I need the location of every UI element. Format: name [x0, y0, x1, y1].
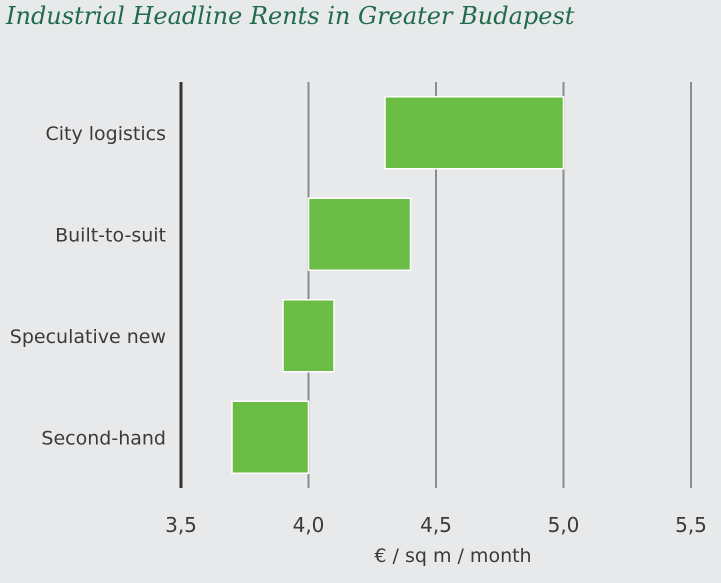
chart-title: Industrial Headline Rents in Greater Bud…	[6, 2, 575, 30]
category-label: Second-hand	[41, 427, 166, 449]
x-tick-label: 4,0	[293, 513, 325, 537]
x-tick-label: 4,5	[420, 513, 452, 537]
range-bar	[384, 96, 565, 170]
range-bar	[282, 299, 335, 373]
range-bar	[307, 197, 412, 271]
category-labels: City logistics Built-to-suit Speculative n…	[10, 123, 166, 450]
bars	[231, 96, 565, 474]
x-tick-label: 5,5	[675, 513, 707, 537]
range-bar	[231, 400, 310, 474]
x-tick-label: 3,5	[165, 513, 197, 537]
x-axis-label: € / sq m / month	[374, 545, 531, 567]
category-label: Built-to-suit	[55, 224, 166, 246]
x-tick-labels: 3,5 4,0 4,5 5,0 5,5	[165, 513, 707, 537]
category-label: City logistics	[46, 123, 167, 145]
category-label: Speculative new	[10, 326, 166, 348]
x-tick-label: 5,0	[548, 513, 580, 537]
